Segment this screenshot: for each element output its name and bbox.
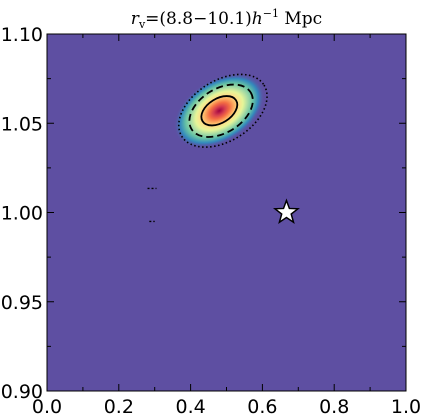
x-tick-label: 0.8 <box>319 396 349 415</box>
title-r: r <box>131 9 140 29</box>
contour-middle <box>188 83 254 138</box>
x-tick-label: 0.0 <box>32 396 62 415</box>
x-tick-label: 1.0 <box>391 396 421 415</box>
contour-lines <box>147 73 268 223</box>
x-axis: 0.0 0.2 0.4 0.6 0.8 1.0 <box>32 34 421 415</box>
title-unit: Mpc <box>279 9 322 29</box>
star-marker <box>272 198 300 224</box>
title-exponent: −1 <box>263 7 279 20</box>
x-tick-label: 0.6 <box>247 396 277 415</box>
title-subscript: v <box>138 18 146 31</box>
contour-outer <box>177 73 268 148</box>
title-h: h <box>252 9 263 29</box>
plot-area <box>47 34 406 391</box>
title-equation: =(8.8−10.1) <box>145 9 252 29</box>
y-tick-label: 0.95 <box>1 292 43 314</box>
contour-inner <box>200 95 239 127</box>
y-tick-label: 1.05 <box>1 113 43 135</box>
y-tick-label: 1.10 <box>1 24 43 46</box>
x-tick-label: 0.2 <box>104 396 134 415</box>
chart-title: rv=(8.8−10.1)h−1 Mpc <box>131 7 322 31</box>
density-peak-region <box>173 73 265 149</box>
y-tick-label: 0.90 <box>1 381 43 403</box>
density-blob <box>173 73 265 149</box>
y-tick-label: 1.00 <box>1 203 43 225</box>
y-axis: 0.90 0.95 1.00 1.05 1.10 <box>1 24 406 403</box>
x-tick-label: 0.4 <box>175 396 205 415</box>
